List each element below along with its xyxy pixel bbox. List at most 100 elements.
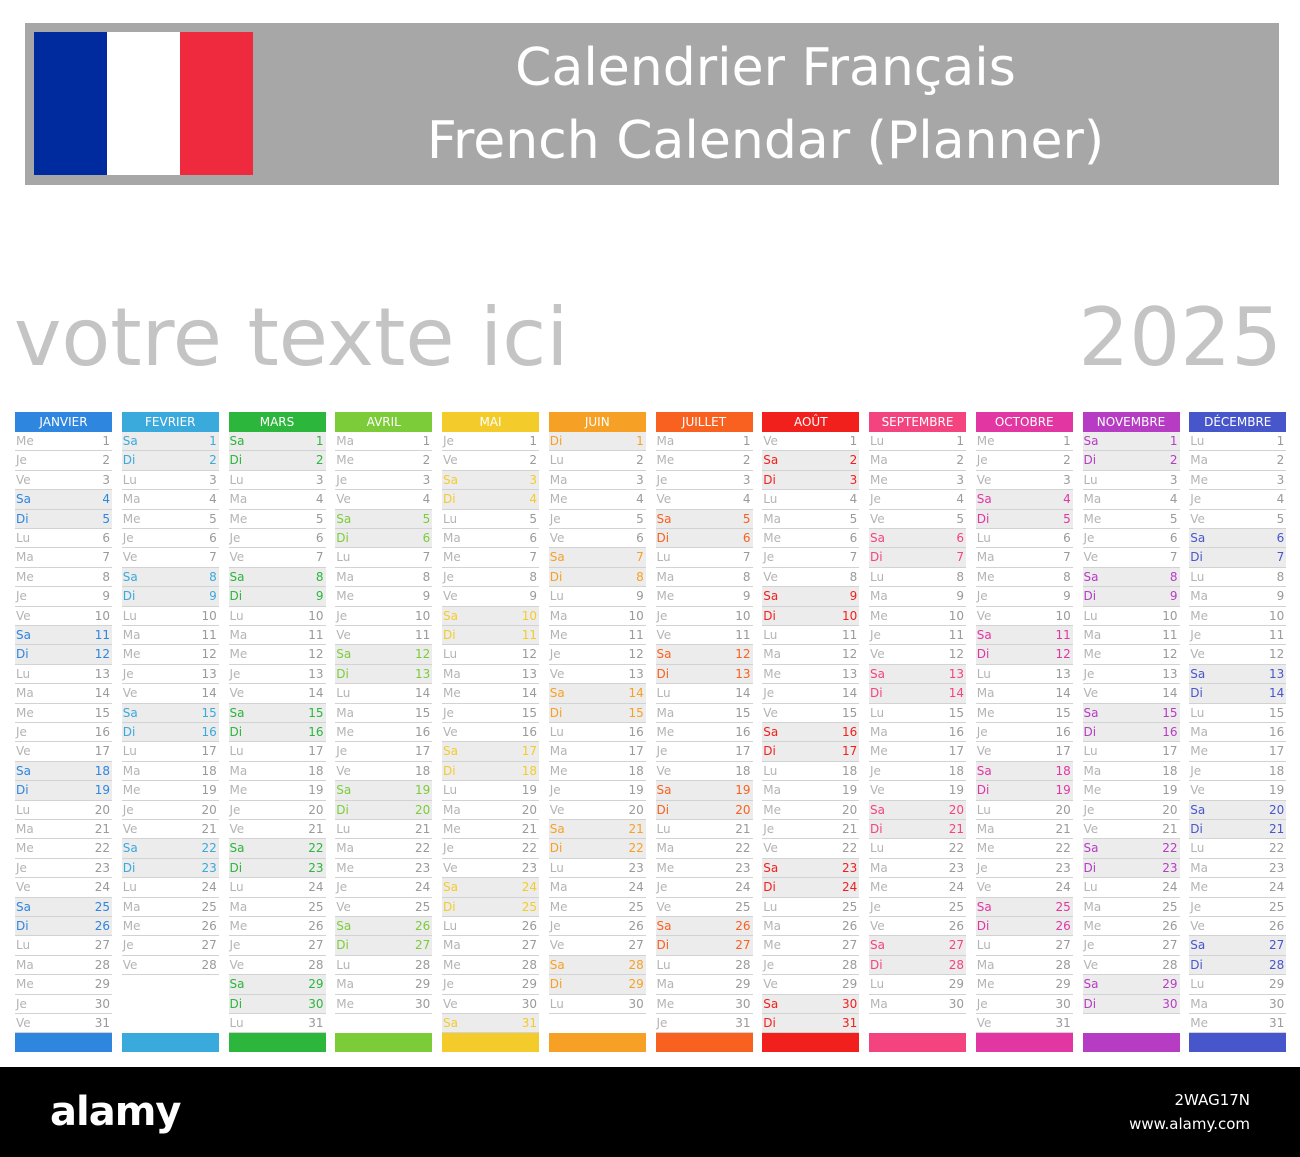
day-row: Lu 4 bbox=[762, 490, 860, 510]
day-row: Ve 11 bbox=[655, 626, 753, 646]
day-number: 18 bbox=[1055, 763, 1071, 778]
weekday-label: Me bbox=[443, 686, 461, 701]
day-row: Ma 28 bbox=[15, 956, 112, 976]
day-row: Sa 15 bbox=[121, 703, 219, 723]
day-row: Je 23 bbox=[975, 859, 1073, 879]
day-row: Ma 8 bbox=[335, 568, 433, 588]
weekday-label: Di bbox=[1190, 957, 1203, 972]
day-row: Lu 7 bbox=[655, 548, 753, 568]
day-row: Lu 3 bbox=[228, 471, 326, 491]
weekday-label: Di bbox=[763, 1016, 776, 1030]
day-row: Je 25 bbox=[869, 898, 966, 917]
weekday-label: Je bbox=[870, 899, 881, 914]
weekday-label: Me bbox=[656, 589, 675, 604]
weekday-label: Je bbox=[976, 589, 988, 604]
day-number: 7 bbox=[529, 550, 537, 565]
weekday-label: Me bbox=[1083, 783, 1102, 798]
month-header: JANVIER bbox=[15, 412, 112, 432]
day-number: 3 bbox=[1169, 472, 1178, 487]
day-number: 11 bbox=[308, 628, 324, 642]
day-number: 2 bbox=[529, 453, 537, 468]
weekday-label: Me bbox=[336, 589, 354, 604]
weekday-label: Ve bbox=[229, 686, 245, 701]
day-row: Je 29 bbox=[442, 975, 539, 995]
weekday-label: Lu bbox=[656, 957, 671, 972]
day-row: Me 9 bbox=[335, 587, 433, 607]
day-row: Ve 14 bbox=[1082, 684, 1180, 704]
weekday-label: Di bbox=[1083, 589, 1097, 604]
day-row: Me 17 bbox=[1189, 742, 1287, 762]
day-number: 2 bbox=[422, 453, 431, 468]
day-row: Sa 12 bbox=[655, 645, 753, 665]
day-number: 16 bbox=[1055, 725, 1071, 739]
day-row: Ve 23 bbox=[442, 859, 539, 879]
day-row: Lu 3 bbox=[121, 471, 219, 491]
day-row: Di 16 bbox=[121, 723, 219, 743]
day-row: Sa 8 bbox=[228, 567, 326, 588]
day-number: 28 bbox=[521, 957, 537, 972]
day-number: 18 bbox=[94, 763, 110, 778]
weekday-label: Me bbox=[1190, 880, 1208, 895]
day-row: Sa 13 bbox=[1189, 664, 1287, 685]
day-number: 21 bbox=[1055, 822, 1071, 836]
day-row: Ve 30 bbox=[442, 995, 539, 1014]
day-number: 23 bbox=[201, 860, 217, 875]
day-row: Ma 30 bbox=[1189, 995, 1287, 1014]
weekday-label: Ve bbox=[229, 822, 245, 836]
day-row: Me 10 bbox=[869, 607, 966, 626]
day-number: 8 bbox=[1063, 569, 1071, 584]
day-row: Ma 4 bbox=[1082, 490, 1180, 510]
weekday-label: Sa bbox=[443, 1016, 458, 1030]
weekday-label: Ma bbox=[656, 977, 675, 992]
day-row: Je 21 bbox=[762, 820, 860, 840]
day-row: Di 26 bbox=[15, 917, 112, 937]
day-row: Me 10 bbox=[1189, 607, 1287, 626]
day-number: 25 bbox=[1162, 899, 1178, 914]
day-number: 21 bbox=[841, 822, 858, 836]
day-number: 11 bbox=[414, 628, 431, 642]
day-number: 12 bbox=[948, 647, 964, 662]
weekday-label: Sa bbox=[443, 880, 458, 895]
weekday-label: Je bbox=[976, 860, 988, 875]
weekday-label: Di bbox=[549, 569, 563, 584]
weekday-label: Di bbox=[16, 919, 29, 933]
weekday-label: Je bbox=[122, 666, 134, 681]
day-number: 12 bbox=[1055, 647, 1071, 662]
day-row: Je 10 bbox=[655, 607, 753, 626]
day-row: Je 13 bbox=[1082, 665, 1180, 685]
day-number: 27 bbox=[841, 938, 858, 953]
weekday-label: Me bbox=[122, 511, 141, 526]
day-number: 30 bbox=[1055, 996, 1071, 1011]
day-number: 4 bbox=[209, 492, 217, 507]
day-row: Di 30 bbox=[1082, 994, 1180, 1014]
weekday-label: Ma bbox=[870, 996, 888, 1011]
weekday-label: Ve bbox=[656, 763, 672, 778]
day-row: Ve 11 bbox=[335, 626, 433, 646]
day-row: Me 30 bbox=[655, 995, 753, 1014]
weekday-label: Lu bbox=[122, 880, 137, 895]
weekday-label: Ma bbox=[229, 628, 248, 642]
weekday-label: Me bbox=[229, 511, 248, 526]
day-row: Je 18 bbox=[869, 762, 966, 782]
weekday-label: Lu bbox=[336, 957, 351, 972]
day-number: 18 bbox=[948, 763, 964, 778]
day-row: Je 17 bbox=[335, 742, 433, 762]
day-number: 15 bbox=[1162, 705, 1178, 720]
day-row: Sa 5 bbox=[335, 509, 433, 529]
day-row: Lu 22 bbox=[1189, 839, 1287, 859]
weekday-label: Me bbox=[763, 938, 781, 953]
day-row: Lu 2 bbox=[548, 451, 646, 471]
weekday-label: Sa bbox=[976, 763, 992, 778]
weekday-label: Ve bbox=[1083, 686, 1099, 701]
weekday-label: Di bbox=[976, 783, 990, 798]
weekday-label: Ma bbox=[443, 802, 461, 817]
day-row: Me 12 bbox=[228, 645, 326, 665]
weekday-label: Ma bbox=[1083, 899, 1102, 914]
day-number: 19 bbox=[628, 783, 644, 798]
day-row: Ma 11 bbox=[1082, 626, 1180, 646]
day-row: Je 11 bbox=[1189, 626, 1287, 646]
weekday-label: Di bbox=[443, 763, 456, 778]
weekday-label: Lu bbox=[229, 472, 244, 487]
day-row: Me 19 bbox=[121, 781, 219, 801]
day-row: Me 24 bbox=[1189, 878, 1287, 898]
